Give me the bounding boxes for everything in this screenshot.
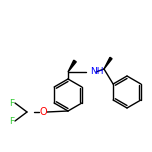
Polygon shape — [104, 57, 112, 69]
Polygon shape — [68, 60, 76, 72]
Text: F: F — [9, 98, 15, 107]
Text: F: F — [9, 116, 15, 126]
Text: NH: NH — [90, 67, 104, 76]
Text: O: O — [39, 107, 47, 117]
